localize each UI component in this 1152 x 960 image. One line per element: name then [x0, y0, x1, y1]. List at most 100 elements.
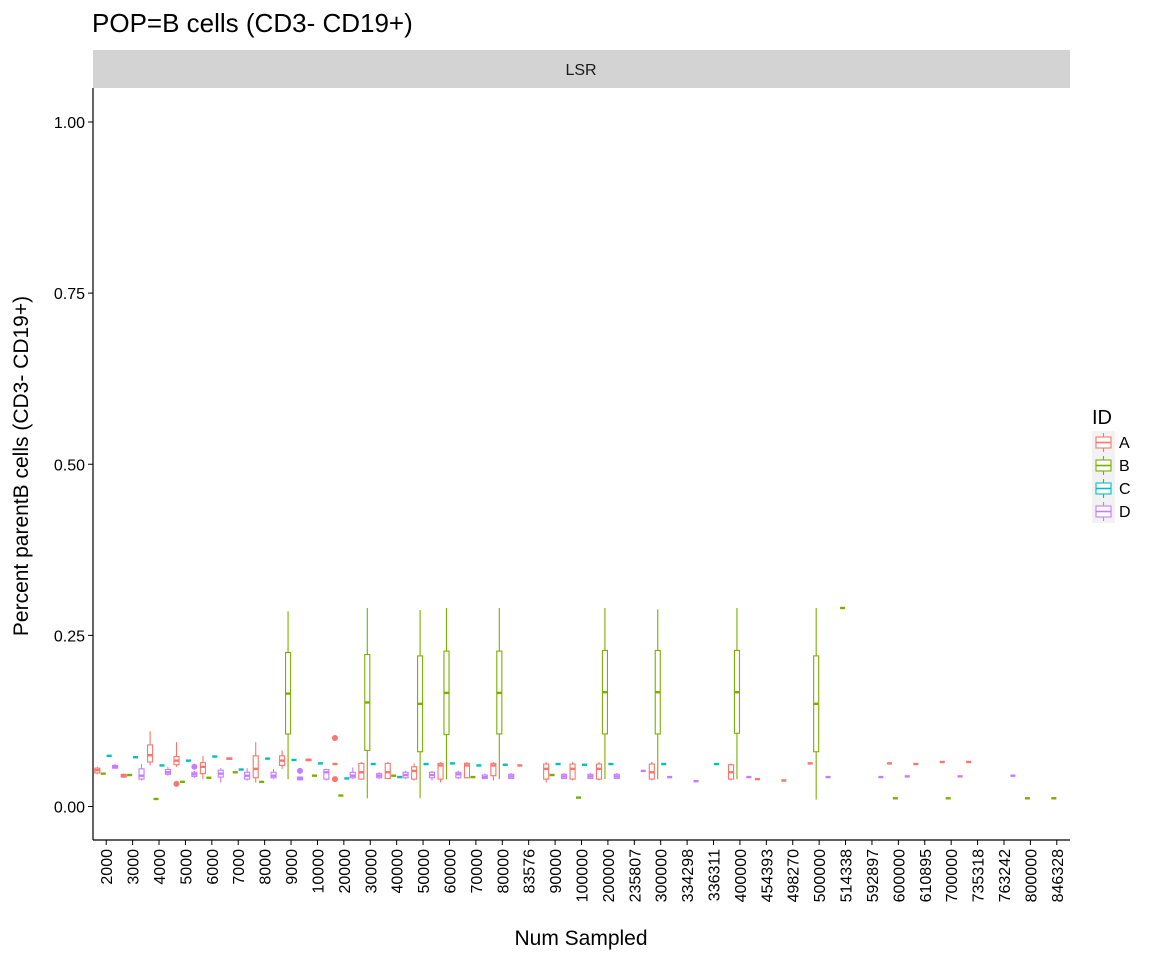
y-axis-title: Percent parentB cells (CD3- CD19+): [10, 296, 33, 636]
box-5000-A: [173, 742, 180, 787]
box-20000-A: [331, 735, 338, 783]
x-tick-label: 334298: [680, 849, 697, 902]
box-rect: [463, 762, 471, 779]
box-8000-D: [270, 768, 277, 780]
chart-marks: [94, 606, 1057, 801]
x-tick-label: 6000: [205, 849, 222, 885]
x-axis: 2000 3000 4000 5000 6000 7000 8000 9000 10000 200…: [93, 839, 1070, 902]
box-30000-A: [358, 762, 365, 780]
box-300000-B: [654, 609, 661, 780]
x-tick-label: 735318: [971, 849, 988, 902]
box-rect: [490, 762, 497, 777]
box-rect: [543, 763, 550, 780]
x-tick-label: 90000: [548, 849, 565, 894]
outlier-point: [296, 767, 303, 774]
facet-strip: [93, 50, 1070, 88]
x-tick-label: 3000: [126, 849, 143, 885]
box-rect: [569, 763, 576, 780]
box-100000-D: [587, 772, 594, 780]
box-60000-A: [437, 762, 444, 783]
y-tick-label: 0.50: [54, 457, 85, 474]
box-rect: [147, 744, 154, 763]
box-2000-A: [94, 766, 101, 775]
box-50000-A: [411, 763, 418, 781]
box-3000-A: [120, 773, 127, 778]
box-9000-A: [279, 750, 286, 769]
box-3000-D: [138, 764, 145, 781]
box-200000-A: [595, 762, 603, 781]
box-90000-A: [543, 762, 550, 783]
x-tick-label: 300000: [654, 849, 671, 902]
x-tick-label: 70000: [469, 849, 486, 894]
x-tick-label: 400000: [733, 849, 750, 902]
x-tick-label: 500000: [812, 849, 829, 902]
box-rect: [252, 755, 259, 779]
box-200000-B: [601, 607, 609, 780]
box-400000-A: [727, 763, 735, 781]
box-300000-A: [648, 762, 655, 781]
box-7000-A: [226, 757, 233, 760]
box-50000-B: [417, 610, 424, 799]
y-tick-label: 0.25: [54, 628, 85, 645]
box-6000-D: [217, 768, 224, 783]
x-tick-label: 610895: [918, 849, 935, 902]
outlier-point: [331, 776, 338, 783]
box-500000-B: [813, 607, 820, 800]
legend-title: ID: [1092, 407, 1112, 429]
box-rect: [323, 768, 330, 780]
box-80000-D: [508, 772, 515, 780]
x-tick-label: 763242: [997, 849, 1014, 902]
x-tick-label: 50000: [416, 849, 433, 894]
legend-label: C: [1119, 481, 1131, 498]
box-rect: [411, 766, 418, 780]
x-tick-label: 846328: [1050, 849, 1067, 902]
box-80000-A: [490, 762, 497, 781]
box-40000-D: [402, 770, 409, 780]
box-400000-B: [733, 607, 741, 780]
y-tick-label: 0.00: [54, 800, 85, 817]
x-tick-label: 9000: [284, 849, 301, 885]
x-tick-label: 514338: [839, 849, 856, 902]
legend-label: B: [1119, 458, 1130, 475]
x-tick-label: 592897: [865, 849, 882, 902]
box-rect: [138, 768, 145, 780]
box-5000-D: [191, 763, 198, 778]
y-tick-label: 1.00: [54, 115, 85, 132]
box-8000-A: [252, 742, 259, 783]
x-tick-label: 7000: [231, 849, 248, 885]
x-tick-label: 8000: [258, 849, 275, 885]
box-10000-A: [305, 758, 312, 762]
outlier-point: [173, 780, 180, 787]
x-tick-label: 40000: [390, 849, 407, 894]
x-tick-label: 336311: [707, 849, 724, 901]
x-tick-label: 700000: [944, 849, 961, 902]
box-70000-A: [463, 762, 471, 779]
x-tick-label: 454393: [759, 849, 776, 902]
x-tick-label: 600000: [891, 849, 908, 902]
box-70000-D: [481, 773, 488, 780]
box-rect: [384, 762, 391, 779]
box-7000-D: [244, 768, 251, 781]
x-tick-label: 83576: [522, 849, 539, 894]
legend-entry-A: A: [1092, 431, 1130, 454]
box-90000-D: [560, 772, 568, 780]
x-tick-label: 4000: [152, 849, 169, 885]
x-tick-label: 200000: [601, 849, 618, 902]
x-tick-label: 10000: [310, 849, 327, 894]
box-2000-D: [112, 764, 119, 769]
y-axis: 0.00 0.25 0.50 0.75 1.00: [54, 88, 94, 840]
y-tick-label: 0.75: [54, 286, 85, 303]
legend-entry-C: C: [1092, 477, 1131, 500]
box-9000-B: [284, 611, 292, 780]
box-10000-D: [323, 768, 330, 781]
x-tick-label: 30000: [363, 849, 380, 894]
box-rect: [437, 762, 444, 780]
x-tick-label: 2000: [99, 849, 116, 885]
legend-entry-D: D: [1092, 500, 1131, 523]
x-tick-label: 100000: [575, 849, 592, 902]
box-rect: [199, 762, 206, 775]
outlier-point: [331, 735, 338, 742]
legend-label: D: [1119, 504, 1131, 521]
